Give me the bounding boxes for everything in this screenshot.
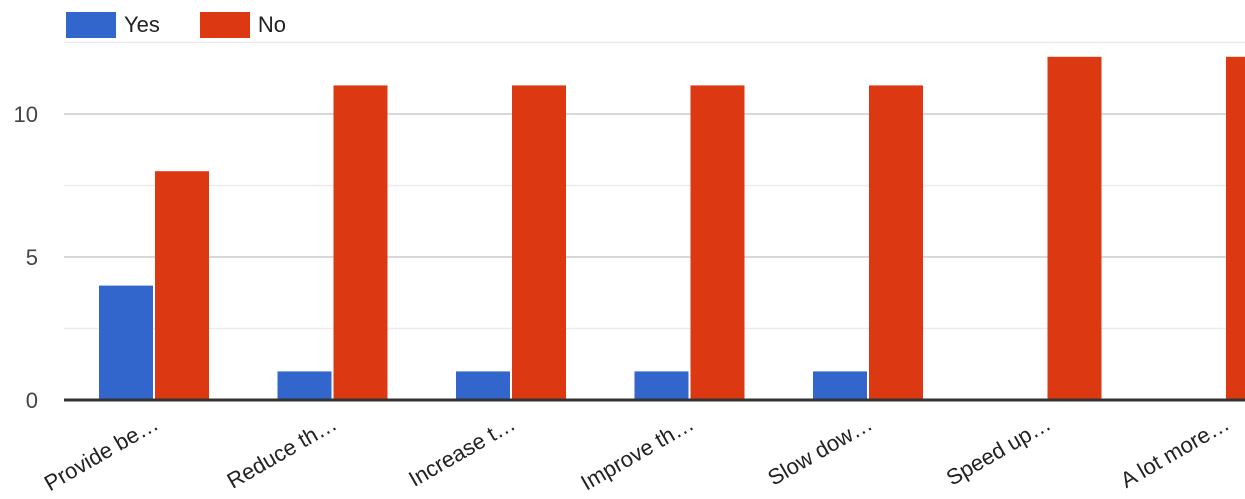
legend-swatch-no — [199, 12, 250, 38]
bar-yes-2 — [277, 371, 332, 400]
x-tick-label: Improve th… — [576, 411, 698, 496]
chart-legend: Yes No — [66, 12, 326, 38]
bar-yes-4 — [634, 371, 689, 400]
bar-no-5 — [869, 85, 923, 401]
legend-item-yes[interactable]: Yes — [66, 12, 160, 38]
x-tick-label: Provide be… — [40, 411, 163, 496]
bar-no-7 — [1226, 56, 1245, 401]
y-tick-label: 0 — [26, 388, 38, 413]
bar-no-2 — [333, 85, 388, 401]
legend-label-yes: Yes — [124, 12, 160, 37]
legend-swatch-yes — [66, 12, 116, 38]
x-tick-label: Speed up… — [942, 411, 1055, 491]
legend-label-no: No — [257, 12, 287, 37]
x-tick-label: Slow dow… — [763, 411, 876, 491]
bar-no-6 — [1047, 56, 1102, 401]
legend-item-no[interactable]: No — [199, 12, 287, 38]
bar-no-4 — [690, 85, 745, 401]
x-tick-label: Reduce th… — [223, 411, 341, 494]
bar-no-3 — [512, 85, 566, 401]
bar-no-1 — [155, 171, 209, 400]
y-tick-label: 5 — [26, 245, 38, 270]
bar-yes-1 — [99, 285, 153, 400]
bar-yes-3 — [456, 371, 510, 400]
bar-yes-5 — [813, 371, 867, 400]
x-tick-label: A lot more… — [1116, 411, 1233, 493]
x-tick-label: Increase t… — [404, 411, 519, 492]
y-tick-label: 10 — [14, 102, 38, 127]
